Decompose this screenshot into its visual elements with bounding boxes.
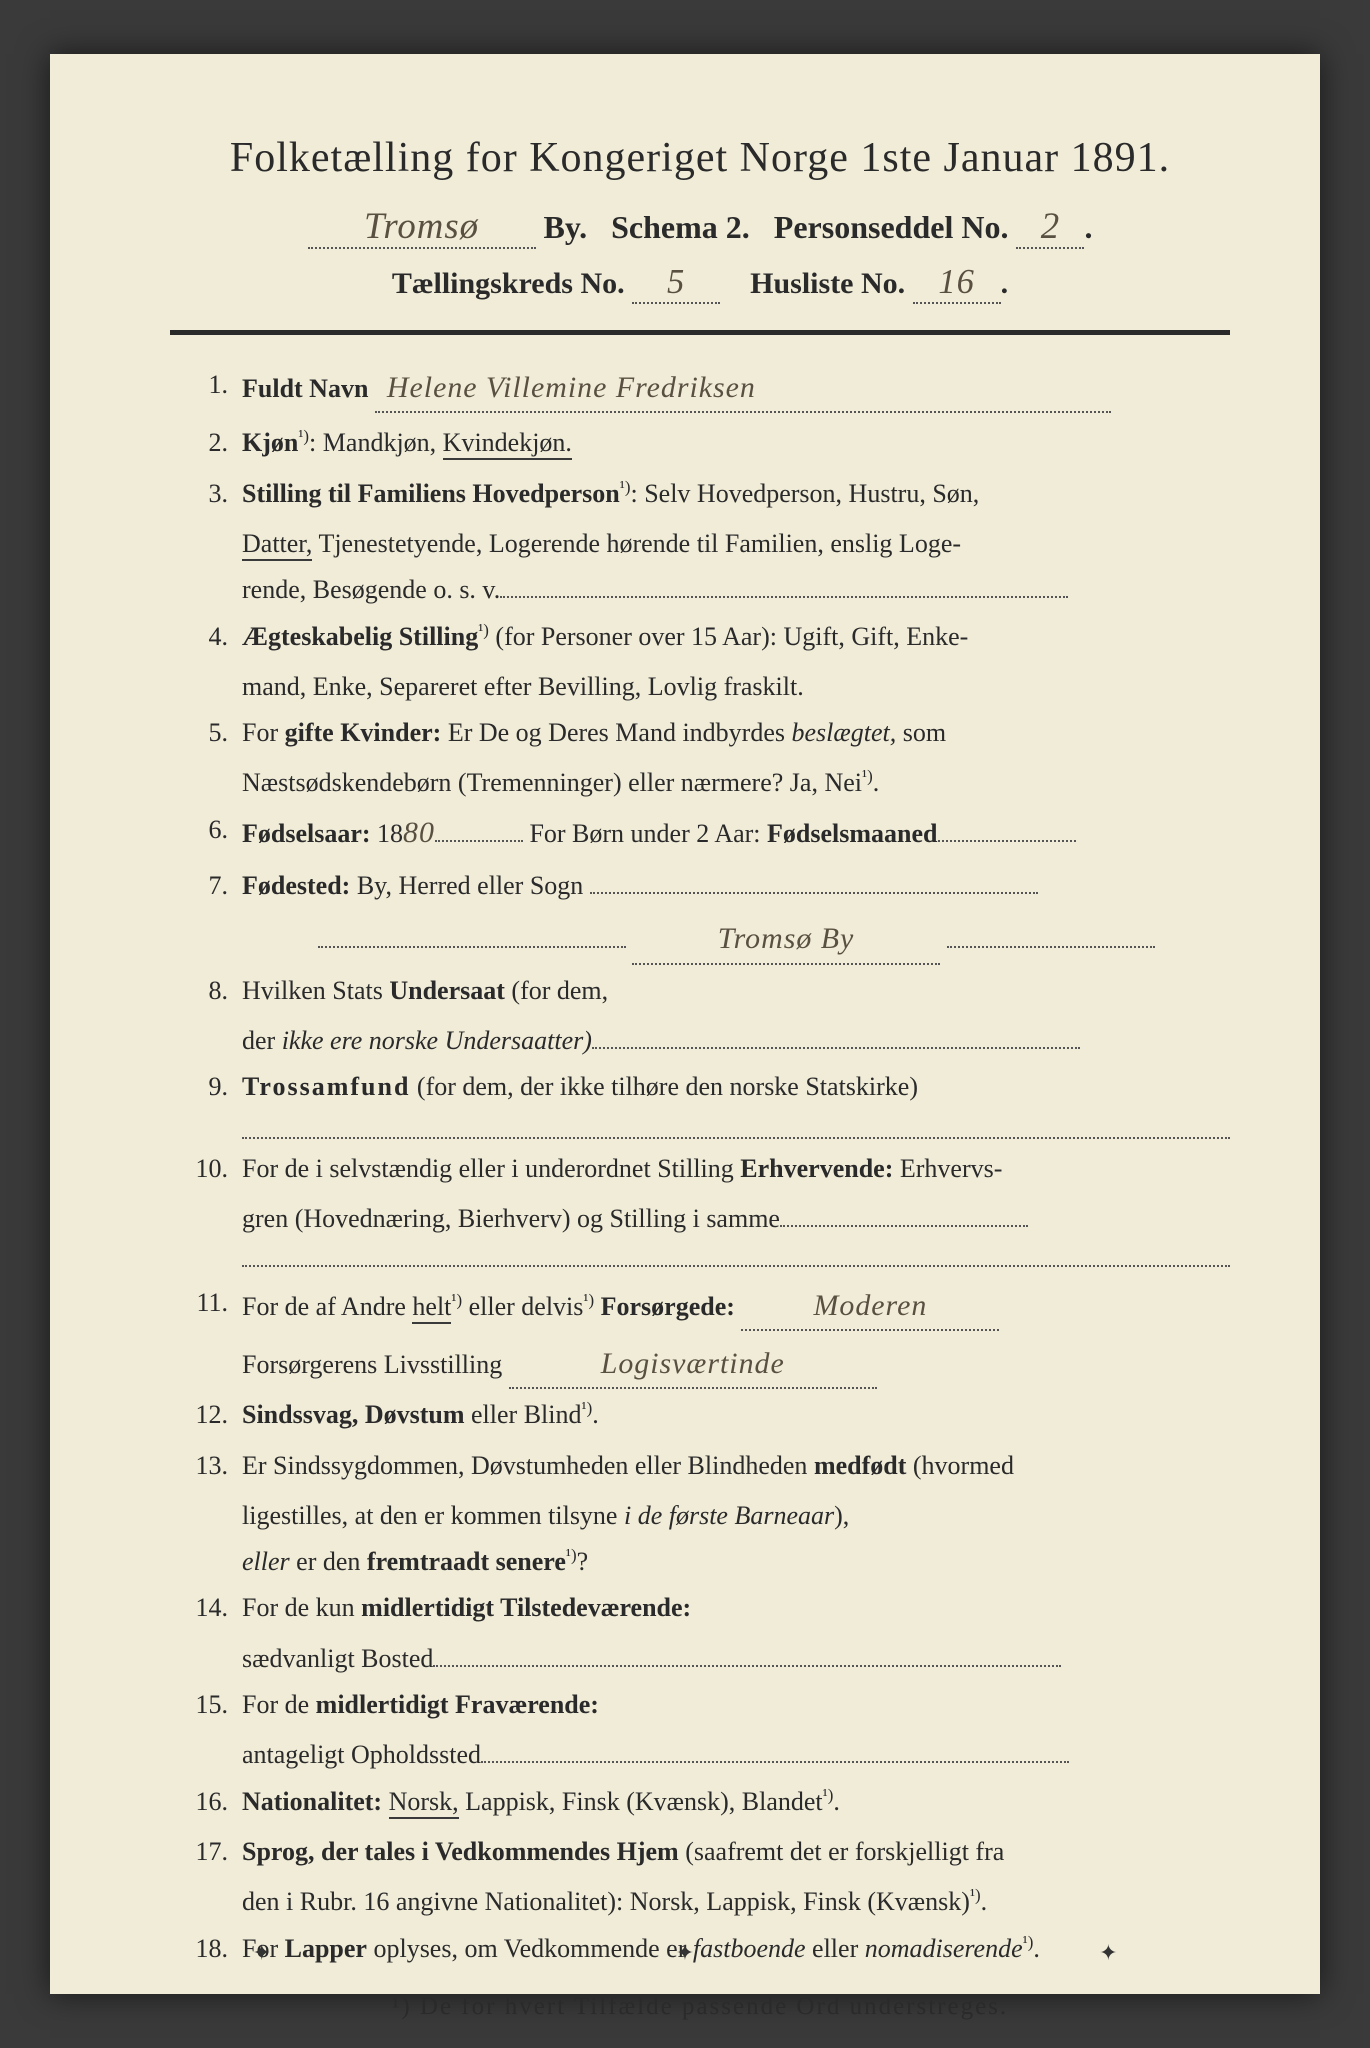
full-name: Helene Villemine Fredriksen xyxy=(375,365,1111,413)
q9: 9. Trossamfund (for dem, der ikke tilhør… xyxy=(170,1067,1230,1107)
by-label: By. xyxy=(544,209,588,245)
q11: 11. For de af Andre helt¹) eller delvis¹… xyxy=(170,1283,1230,1331)
q17: 17. Sprog, der tales i Vedkommendes Hjem… xyxy=(170,1832,1230,1872)
footnote: ¹) De for hvert Tilfælde passende Ord un… xyxy=(170,1993,1230,2021)
personseddel-no: 2 xyxy=(1016,204,1084,249)
q16: 16. Nationalitet: Norsk, Lappisk, Finsk … xyxy=(170,1782,1230,1822)
q4: 4. Ægteskabelig Stilling¹) (for Personer… xyxy=(170,617,1230,657)
binding-pins: ✦ ✦ ✦ xyxy=(50,1940,1320,1966)
birthplace: Tromsø By xyxy=(632,916,940,964)
kjon-selected: Kvindekjøn. xyxy=(443,428,572,460)
birth-year: 80 xyxy=(403,816,435,849)
q3: 3. Stilling til Familiens Hovedperson¹):… xyxy=(170,474,1230,514)
census-form-page: Folketælling for Kongeriget Norge 1ste J… xyxy=(50,54,1320,1994)
by-value: Tromsø xyxy=(308,204,536,249)
q1: 1. Fuldt Navn Helene Villemine Fredrikse… xyxy=(170,365,1230,413)
q14: 14. For de kun midlertidigt Tilstedevære… xyxy=(170,1588,1230,1628)
q12: 12. Sindssvag, Døvstum eller Blind¹). xyxy=(170,1395,1230,1435)
q7: 7. Fødested: By, Herred eller Sogn xyxy=(170,866,1230,906)
q13: 13. Er Sindssygdommen, Døvstumheden elle… xyxy=(170,1446,1230,1486)
stilling-selected: Datter, xyxy=(242,529,312,561)
q8: 8. Hvilken Stats Undersaat (for dem, xyxy=(170,971,1230,1011)
nationality-selected: Norsk, xyxy=(389,1787,459,1819)
husliste-label: Husliste No. xyxy=(750,267,905,300)
q5: 5. For gifte Kvinder: Er De og Deres Man… xyxy=(170,713,1230,753)
kreds-no: 5 xyxy=(632,263,720,304)
pin-icon: ✦ xyxy=(676,1940,694,1966)
q10: 10. For de i selvstændig eller i underor… xyxy=(170,1149,1230,1189)
q15: 15. For de midlertidigt Fraværende: xyxy=(170,1685,1230,1725)
q2: 2. Kjøn¹): Mandkjøn, Kvindekjøn. xyxy=(170,423,1230,463)
forsorgede: Moderen xyxy=(741,1283,999,1331)
divider xyxy=(170,330,1230,335)
livsstilling: Logisværtinde xyxy=(509,1341,877,1389)
pin-icon: ✦ xyxy=(252,1940,270,1966)
schema-label: Schema 2. xyxy=(611,209,750,245)
pin-icon: ✦ xyxy=(1099,1940,1117,1966)
header-line-2: Tællingskreds No. 5 Husliste No. 16. xyxy=(170,263,1230,304)
husliste-no: 16 xyxy=(913,263,1001,304)
q6: 6. Fødselsaar: 1880 For Børn under 2 Aar… xyxy=(170,810,1230,856)
kreds-label: Tællingskreds No. xyxy=(392,267,625,300)
header-line-1: Tromsø By. Schema 2. Personseddel No. 2. xyxy=(170,204,1230,249)
personseddel-label: Personseddel No. xyxy=(774,209,1009,245)
main-title: Folketælling for Kongeriget Norge 1ste J… xyxy=(170,134,1230,182)
